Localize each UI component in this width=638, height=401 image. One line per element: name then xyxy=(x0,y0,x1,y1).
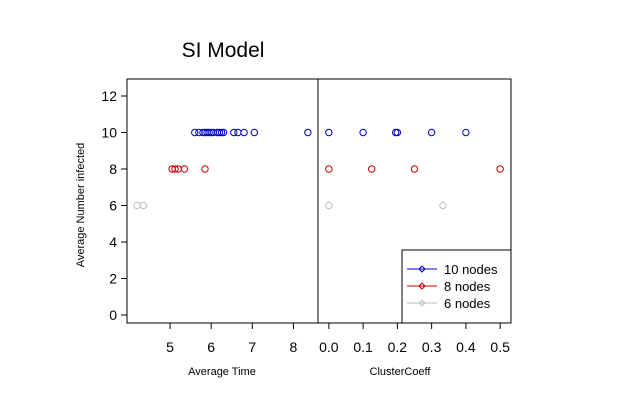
x-tick-label: 0.3 xyxy=(422,339,442,355)
data-point xyxy=(359,128,367,137)
y-tick-label: 2 xyxy=(109,271,117,287)
data-point xyxy=(139,201,148,210)
x-axis-label-clustercoeff: ClusterCoeff xyxy=(370,366,432,378)
data-point xyxy=(205,128,213,137)
data-point xyxy=(393,128,402,137)
x-axis-label-average-time: Average Time xyxy=(188,366,256,378)
panel-frame-1 xyxy=(126,78,319,324)
y-tick-label: 4 xyxy=(109,234,117,250)
y-axis-label: Average Number infected xyxy=(75,143,87,268)
x-tick-label: 0.5 xyxy=(490,339,510,355)
data-point xyxy=(496,165,504,173)
x-tick-label: 6 xyxy=(207,339,215,355)
legend-label: 10 nodes xyxy=(444,262,498,277)
data-point xyxy=(325,165,333,173)
data-point xyxy=(462,128,470,137)
data-point xyxy=(250,128,259,137)
data-point xyxy=(171,165,179,173)
legend-marker xyxy=(418,265,426,273)
y-tick-label: 6 xyxy=(109,198,117,214)
data-point xyxy=(240,128,248,137)
legend-marker xyxy=(418,299,426,307)
data-point xyxy=(133,201,141,210)
data-point xyxy=(439,201,447,210)
legend-label: 8 nodes xyxy=(444,279,491,294)
data-point xyxy=(410,165,419,173)
plot-layer: 0 2 4 6 8 10 12 5 6 7 8 0.0 0.1 0.2 0.3 0.4 0.5 xyxy=(101,78,512,355)
data-point xyxy=(234,128,242,137)
data-point xyxy=(217,128,226,137)
data-point xyxy=(230,128,238,137)
x-tick-label: 0.4 xyxy=(456,339,476,355)
data-point xyxy=(304,128,312,137)
x-tick-label: 7 xyxy=(248,339,256,355)
data-point xyxy=(201,165,209,173)
data-point xyxy=(325,128,333,137)
data-point xyxy=(427,128,436,137)
y-tick-label: 8 xyxy=(109,161,117,177)
legend-label: 6 nodes xyxy=(444,296,491,311)
x-tick-label: 5 xyxy=(166,339,174,355)
x-tick-label: 8 xyxy=(290,339,298,355)
data-point xyxy=(180,165,189,173)
data-point xyxy=(367,165,376,173)
data-point xyxy=(215,128,224,137)
data-point xyxy=(325,201,333,210)
data-point xyxy=(191,128,199,137)
x-tick-label: 0.2 xyxy=(388,339,408,355)
y-tick-label: 12 xyxy=(101,88,117,104)
data-point xyxy=(219,128,228,137)
legend: 10 nodes 8 nodes 6 nodes xyxy=(401,249,512,324)
legend-marker xyxy=(418,282,426,290)
x-tick-label: 0.1 xyxy=(353,339,373,355)
x-tick-label: 0.0 xyxy=(319,339,339,355)
chart-title: SI Model xyxy=(182,39,265,62)
y-tick-label: 10 xyxy=(101,125,117,141)
y-tick-label: 0 xyxy=(109,307,117,323)
